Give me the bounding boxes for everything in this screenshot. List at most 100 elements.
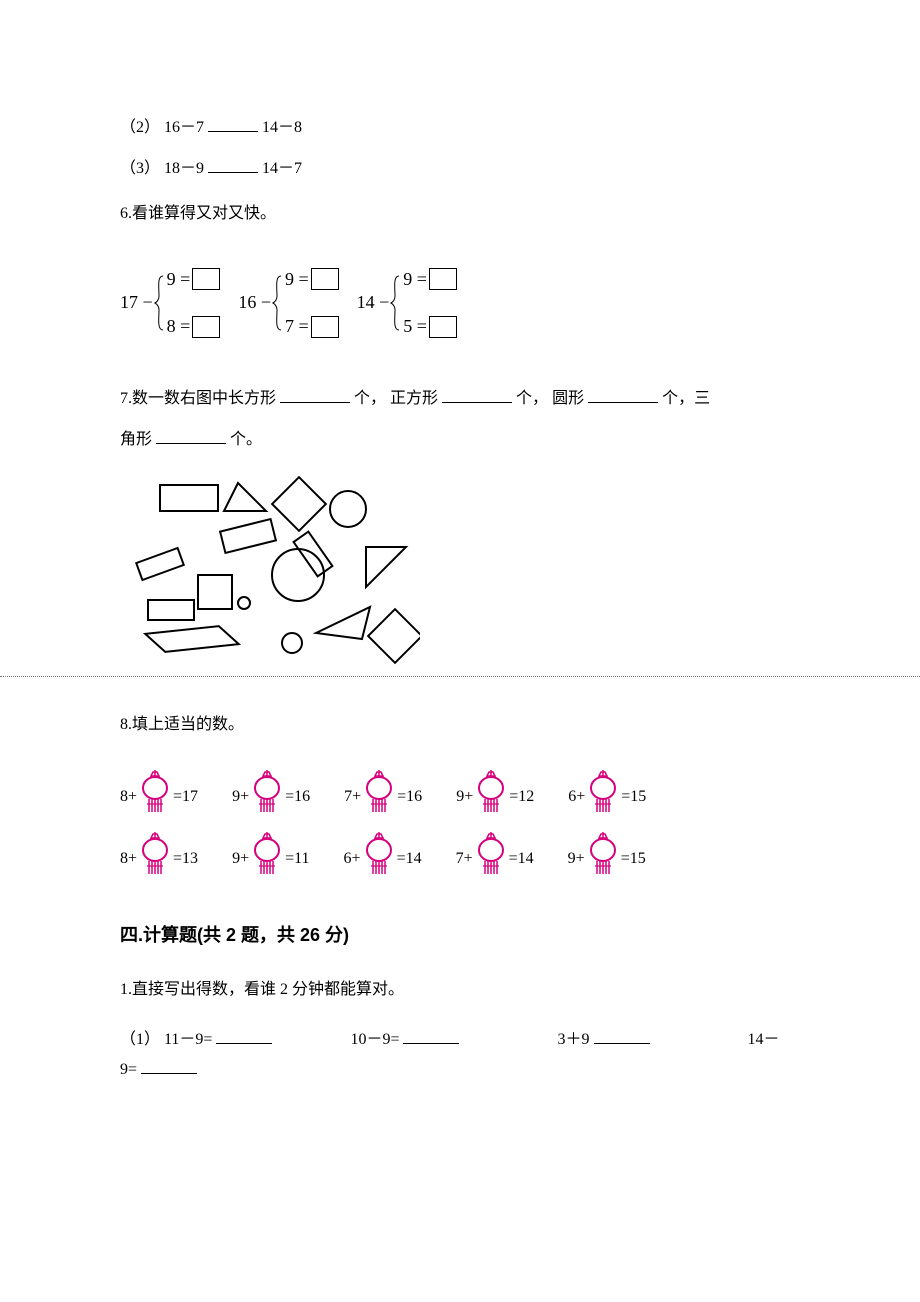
q4-e4: 14－	[748, 1031, 780, 1048]
q5-2-lhs: 16－7	[164, 119, 204, 136]
q6-equations: 17 − 9 = 8 = 16 − 9 = 7 =	[120, 260, 800, 347]
q8-row2: 8+ =13 9+ =11 6+ =14 7+=14 9+ =15	[120, 832, 800, 876]
q6-g2-lead: 16 −	[238, 283, 271, 323]
brace-icon	[153, 274, 165, 332]
worksheet-page: （2） 16－7 14－8 （3） 18－9 14－7 6.看谁算得又对又快。 …	[0, 0, 920, 1126]
q6-g3-top-txt: 9 =	[403, 260, 427, 300]
q4-label: （1）	[120, 1031, 160, 1048]
lantern-icon[interactable]	[249, 770, 285, 814]
lantern-equation: 9+ =11	[232, 832, 309, 876]
answer-box[interactable]	[192, 316, 220, 338]
q5-2-rhs: 14－8	[262, 119, 302, 136]
q7-line1: 7.数一数右图中长方形 个， 正方形 个， 圆形 个，三	[120, 381, 800, 416]
q7-blank-cir[interactable]	[588, 385, 658, 403]
lantern-a: 9+	[568, 841, 585, 876]
q5-3-blank[interactable]	[208, 156, 258, 174]
q6-g1-lead: 17 −	[120, 283, 153, 323]
answer-box[interactable]	[192, 268, 220, 290]
lantern-eq: =15	[621, 841, 646, 876]
q6-g2-brace	[271, 274, 283, 332]
q5-3-rhs: 14－7	[262, 160, 302, 177]
q4-1-title: 1.直接写出得数，看谁 2 分钟都能算对。	[120, 972, 800, 1007]
lantern-eq: =14	[397, 841, 422, 876]
q7-blank-sq[interactable]	[442, 385, 512, 403]
lantern-equation: 9+ =15	[568, 832, 646, 876]
q6-g3-brace	[389, 274, 401, 332]
lantern-equation: 9+ =12	[456, 770, 534, 814]
lantern-icon[interactable]	[137, 832, 173, 876]
q4-blank4[interactable]	[141, 1057, 197, 1075]
q6-g1-top-txt: 9 =	[167, 260, 191, 300]
q6-g3-top: 9 =	[403, 260, 457, 300]
lantern-a: 7+	[456, 841, 473, 876]
q4-e2: 10－9=	[350, 1031, 399, 1048]
q4-calc-line: （1） 11－9= 10－9= 3＋9 14－ 9=	[120, 1025, 800, 1086]
lantern-icon[interactable]	[249, 832, 285, 876]
lantern-eq: =16	[285, 779, 310, 814]
q8-row1: 8+=17 9+ =16 7+ =16 9+ =12 6+=15	[120, 770, 800, 814]
lantern-eq: =12	[509, 779, 534, 814]
lantern-equation: 7+=14	[456, 832, 534, 876]
q7-tri: 角形	[120, 431, 152, 448]
section4-heading: 四.计算题(共 2 题，共 26 分)	[120, 916, 800, 956]
q4-blank1[interactable]	[216, 1027, 272, 1045]
q6-group-2: 16 − 9 = 7 =	[238, 260, 338, 347]
q7-blank-tri[interactable]	[156, 426, 226, 444]
lantern-icon[interactable]	[473, 832, 509, 876]
q6-g1-bot-txt: 8 =	[167, 307, 191, 347]
q7-blank-rect[interactable]	[280, 385, 350, 403]
answer-box[interactable]	[311, 268, 339, 290]
q5-3-lhs: 18－9	[164, 160, 204, 177]
q6-group-3: 14 − 9 = 5 =	[357, 260, 457, 347]
lantern-a: 9+	[456, 779, 473, 814]
brace-icon	[271, 274, 283, 332]
lantern-a: 6+	[568, 779, 585, 814]
q7-cir: 圆形	[552, 390, 584, 407]
lantern-icon[interactable]	[585, 832, 621, 876]
q7-sq: 正方形	[390, 390, 438, 407]
lantern-equation: 7+ =16	[344, 770, 422, 814]
q6-g3-bot-txt: 5 =	[403, 307, 427, 347]
lantern-icon[interactable]	[361, 832, 397, 876]
q4-blank2[interactable]	[403, 1027, 459, 1045]
q4-e4b: 9=	[120, 1061, 137, 1078]
lantern-eq: =16	[397, 779, 422, 814]
q4-blank3[interactable]	[594, 1027, 650, 1045]
lantern-icon[interactable]	[473, 770, 509, 814]
lantern-a: 6+	[344, 841, 361, 876]
q5-3-label: （3）	[120, 160, 160, 177]
shapes-svg	[120, 475, 420, 670]
q6-g1-stack: 9 = 8 =	[167, 260, 221, 347]
lantern-equation: 9+ =16	[232, 770, 310, 814]
answer-box[interactable]	[311, 316, 339, 338]
answer-box[interactable]	[429, 316, 457, 338]
q6-g1-brace	[153, 274, 165, 332]
lantern-icon[interactable]	[137, 770, 173, 814]
q6-title: 6.看谁算得又对又快。	[120, 196, 800, 231]
q7-line2: 角形 个。	[120, 422, 800, 457]
q5-line-2: （2） 16－7 14－8	[120, 110, 800, 145]
q5-2-label: （2）	[120, 119, 160, 136]
q6-g3-bot: 5 =	[403, 307, 457, 347]
brace-icon	[389, 274, 401, 332]
q6-g2-stack: 9 = 7 =	[285, 260, 339, 347]
q5-2-blank[interactable]	[208, 114, 258, 132]
lantern-equation: 8+=17	[120, 770, 198, 814]
q7-divider	[0, 676, 920, 677]
lantern-a: 9+	[232, 841, 249, 876]
q6-g3-stack: 9 = 5 =	[403, 260, 457, 347]
lantern-a: 9+	[232, 779, 249, 814]
lantern-a: 8+	[120, 841, 137, 876]
lantern-icon[interactable]	[361, 770, 397, 814]
lantern-a: 8+	[120, 779, 137, 814]
q6-g1-bot: 8 =	[167, 307, 221, 347]
lantern-eq: =11	[285, 841, 309, 876]
answer-box[interactable]	[429, 268, 457, 290]
q8-rows: 8+=179+=167+=169+=126+=15 8+=139+=116+=1…	[120, 770, 800, 876]
q4-e1: 11－9=	[164, 1031, 212, 1048]
lantern-equation: 6+=15	[568, 770, 646, 814]
q7-shapes-figure	[120, 475, 420, 670]
lantern-icon[interactable]	[585, 770, 621, 814]
lantern-a: 7+	[344, 779, 361, 814]
lantern-eq: =13	[173, 841, 198, 876]
